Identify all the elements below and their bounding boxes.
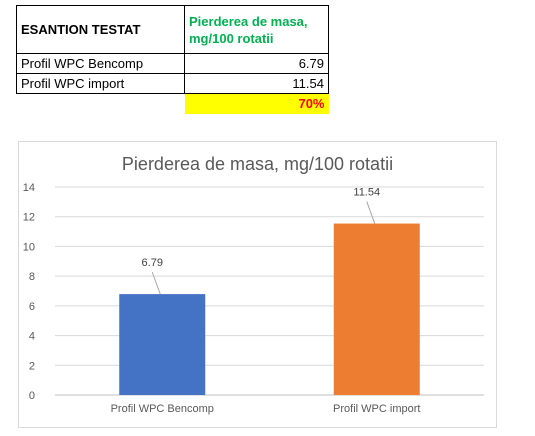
x-tick-label: Profil WPC Bencomp: [111, 403, 214, 415]
bar-chart: 0 2 4 6 8 10 12 14 6.79 Profil WPC Bencomp 11.54 Pr…: [23, 182, 484, 415]
header-sample-cell: ESANTION TESTAT: [16, 5, 185, 54]
row-label-cell: Profil WPC import: [16, 73, 185, 94]
y-tick-label: 12: [23, 212, 35, 224]
y-tick-label: 0: [29, 390, 35, 402]
y-tick-label: 8: [29, 271, 35, 283]
header-metric-cell: Pierderea de masa, mg/100 rotatii: [184, 5, 329, 54]
table-row: Profil WPC Bencomp 6.79: [16, 53, 329, 74]
y-tick-label: 4: [29, 331, 35, 343]
y-tick-label: 14: [23, 182, 35, 194]
table-row: Profil WPC import 11.54: [16, 73, 329, 94]
data-label-leader: [151, 271, 161, 295]
x-tick-label: Profil WPC import: [333, 403, 420, 415]
chart-title: Pierderea de masa, mg/100 rotatii: [121, 154, 394, 174]
blank-cell: [17, 94, 185, 114]
data-label: 11.54: [353, 187, 380, 199]
ratio-cell: 70%: [184, 93, 329, 114]
data-label: 6.79: [142, 257, 163, 269]
data-label-leader: [366, 201, 376, 224]
y-tick-label: 10: [23, 241, 35, 253]
row-value-cell: 11.54: [184, 73, 329, 94]
y-tick-label: 6: [29, 301, 35, 313]
row-label-cell: Profil WPC Bencomp: [16, 53, 185, 74]
y-tick-label: 2: [29, 360, 35, 372]
row-value-cell: 6.79: [184, 53, 329, 74]
chart-frame: Pierderea de masa, mg/100 rotatii 0 2 4 6 8 1…: [18, 141, 497, 428]
results-table: ESANTION TESTAT Pierderea de masa, mg/10…: [16, 5, 329, 114]
bar: [119, 294, 206, 395]
bar: [333, 223, 420, 395]
